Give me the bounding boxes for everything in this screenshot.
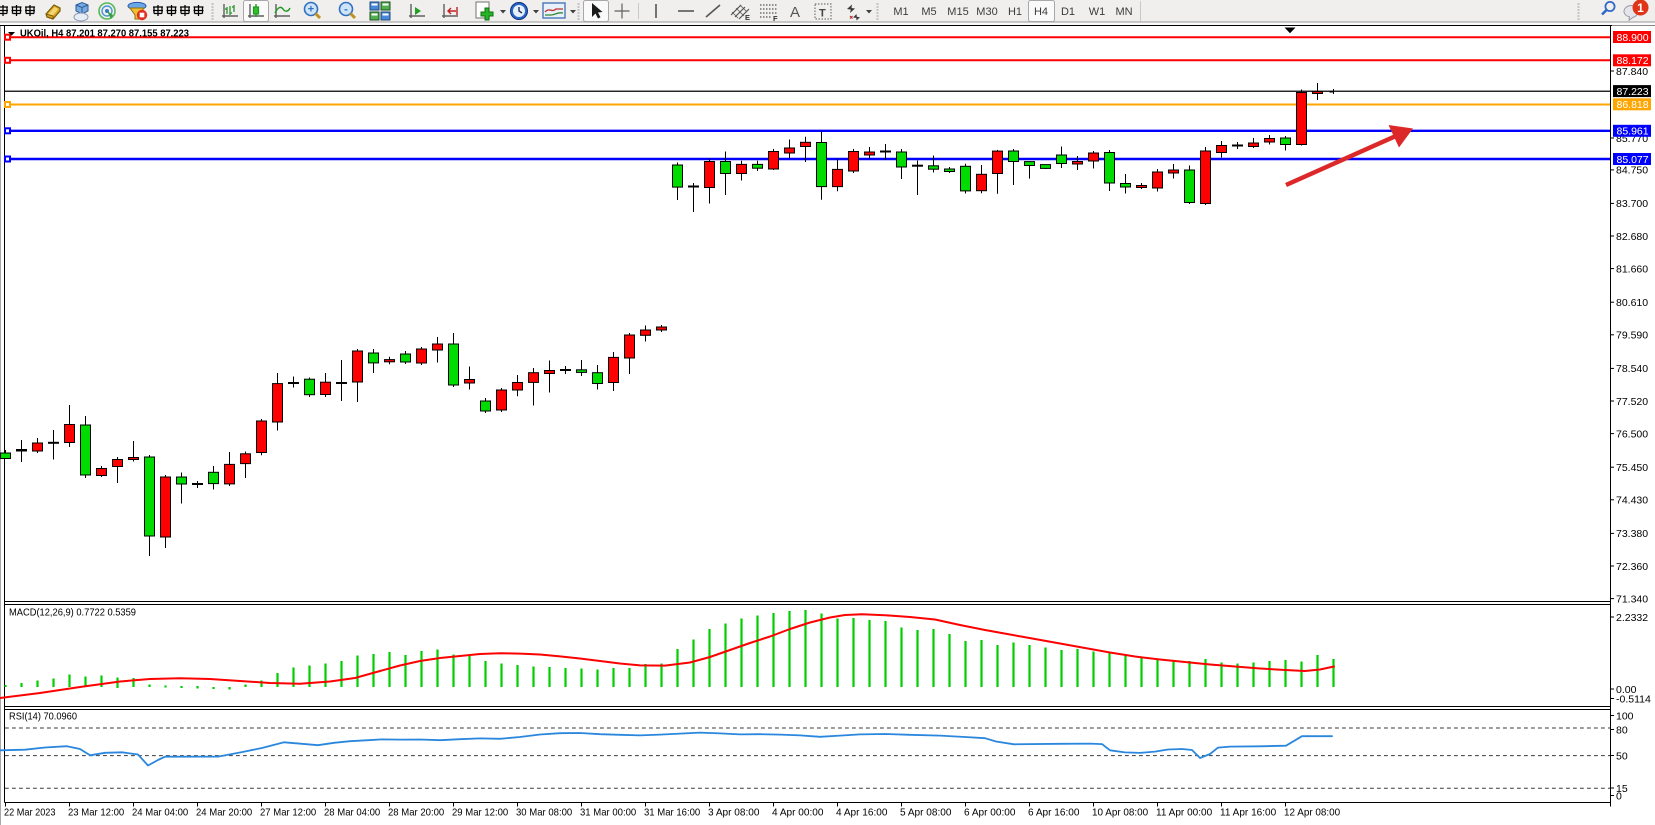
svg-text:28 Mar 04:00: 28 Mar 04:00 bbox=[324, 807, 380, 819]
svg-text:79.590: 79.590 bbox=[1616, 330, 1648, 342]
svg-text:24 Mar 04:00: 24 Mar 04:00 bbox=[132, 807, 188, 819]
svg-text:-: - bbox=[344, 4, 348, 16]
svg-text:78.540: 78.540 bbox=[1616, 363, 1648, 375]
svg-text:74.430: 74.430 bbox=[1616, 495, 1648, 507]
svg-text:80: 80 bbox=[1616, 724, 1628, 736]
svg-text:0.00: 0.00 bbox=[1616, 684, 1637, 696]
svg-text:31 Mar 00:00: 31 Mar 00:00 bbox=[580, 807, 636, 819]
svg-text:2.2332: 2.2332 bbox=[1616, 612, 1648, 624]
svg-text:11 Apr 16:00: 11 Apr 16:00 bbox=[1220, 807, 1276, 819]
svg-text:85.961: 85.961 bbox=[1617, 126, 1649, 138]
svg-text:82.680: 82.680 bbox=[1616, 231, 1648, 243]
svg-text:E: E bbox=[745, 13, 750, 22]
svg-text:3 Apr 08:00: 3 Apr 08:00 bbox=[708, 807, 760, 819]
svg-text:76.500: 76.500 bbox=[1616, 428, 1648, 440]
svg-text:H4: H4 bbox=[1034, 6, 1048, 18]
svg-text:6 Apr 00:00: 6 Apr 00:00 bbox=[964, 807, 1016, 819]
svg-text:29 Mar 12:00: 29 Mar 12:00 bbox=[452, 807, 508, 819]
svg-text:50: 50 bbox=[1616, 750, 1628, 762]
svg-text:84.750: 84.750 bbox=[1616, 165, 1648, 177]
svg-text:10 Apr 08:00: 10 Apr 08:00 bbox=[1092, 807, 1148, 819]
svg-text:12 Apr 08:00: 12 Apr 08:00 bbox=[1284, 807, 1340, 819]
svg-text:88.172: 88.172 bbox=[1617, 55, 1649, 67]
svg-text:1: 1 bbox=[1637, 1, 1644, 15]
svg-text:31 Mar 16:00: 31 Mar 16:00 bbox=[644, 807, 700, 819]
svg-text:M1: M1 bbox=[893, 6, 908, 18]
svg-text:87.223: 87.223 bbox=[1617, 86, 1649, 98]
svg-text:28 Mar 20:00: 28 Mar 20:00 bbox=[388, 807, 444, 819]
svg-text:6 Apr 16:00: 6 Apr 16:00 bbox=[1028, 807, 1080, 819]
svg-text:87.840: 87.840 bbox=[1616, 66, 1648, 78]
svg-text:85.077: 85.077 bbox=[1617, 154, 1649, 166]
svg-text:88.900: 88.900 bbox=[1617, 32, 1649, 44]
svg-text:M30: M30 bbox=[976, 6, 997, 18]
svg-text:100: 100 bbox=[1616, 710, 1634, 722]
svg-text:27 Mar 12:00: 27 Mar 12:00 bbox=[260, 807, 316, 819]
svg-text:15: 15 bbox=[1616, 783, 1628, 795]
svg-text:MACD(12,26,9) 0.7722 0.5359: MACD(12,26,9) 0.7722 0.5359 bbox=[9, 607, 136, 619]
svg-text:H1: H1 bbox=[1008, 6, 1022, 18]
svg-text:24 Mar 20:00: 24 Mar 20:00 bbox=[196, 807, 252, 819]
svg-text:80.610: 80.610 bbox=[1616, 297, 1648, 309]
svg-text:MN: MN bbox=[1115, 6, 1132, 18]
svg-text:30 Mar 08:00: 30 Mar 08:00 bbox=[516, 807, 572, 819]
svg-text:22 Mar 2023: 22 Mar 2023 bbox=[4, 807, 56, 819]
svg-text:0: 0 bbox=[1616, 790, 1622, 802]
svg-text:W1: W1 bbox=[1089, 6, 1106, 18]
svg-text:T: T bbox=[819, 8, 826, 20]
svg-text:F: F bbox=[773, 14, 778, 23]
svg-text:UKOil, H4 87.201 87.270 87.155: UKOil, H4 87.201 87.270 87.155 87.223 bbox=[20, 28, 189, 40]
svg-text:-0.5114: -0.5114 bbox=[1616, 693, 1651, 705]
svg-text:M5: M5 bbox=[921, 6, 936, 18]
svg-text:81.660: 81.660 bbox=[1616, 263, 1648, 275]
svg-text:72.360: 72.360 bbox=[1616, 561, 1648, 573]
svg-text:D1: D1 bbox=[1061, 6, 1075, 18]
svg-text:77.520: 77.520 bbox=[1616, 396, 1648, 408]
svg-text:86.818: 86.818 bbox=[1617, 99, 1649, 111]
svg-text:RSI(14) 70.0960: RSI(14) 70.0960 bbox=[9, 711, 77, 723]
svg-text:75.450: 75.450 bbox=[1616, 462, 1648, 474]
svg-text:+: + bbox=[308, 4, 314, 16]
svg-text:73.380: 73.380 bbox=[1616, 528, 1648, 540]
svg-text:5 Apr 08:00: 5 Apr 08:00 bbox=[900, 807, 952, 819]
svg-text:A: A bbox=[790, 4, 800, 21]
svg-text:83.700: 83.700 bbox=[1616, 198, 1648, 210]
svg-text:23 Mar 12:00: 23 Mar 12:00 bbox=[68, 807, 124, 819]
svg-text:4 Apr 16:00: 4 Apr 16:00 bbox=[836, 807, 888, 819]
svg-text:4 Apr 00:00: 4 Apr 00:00 bbox=[772, 807, 824, 819]
svg-text:M15: M15 bbox=[947, 6, 968, 18]
svg-text:71.340: 71.340 bbox=[1616, 593, 1648, 605]
svg-text:11 Apr 00:00: 11 Apr 00:00 bbox=[1156, 807, 1212, 819]
